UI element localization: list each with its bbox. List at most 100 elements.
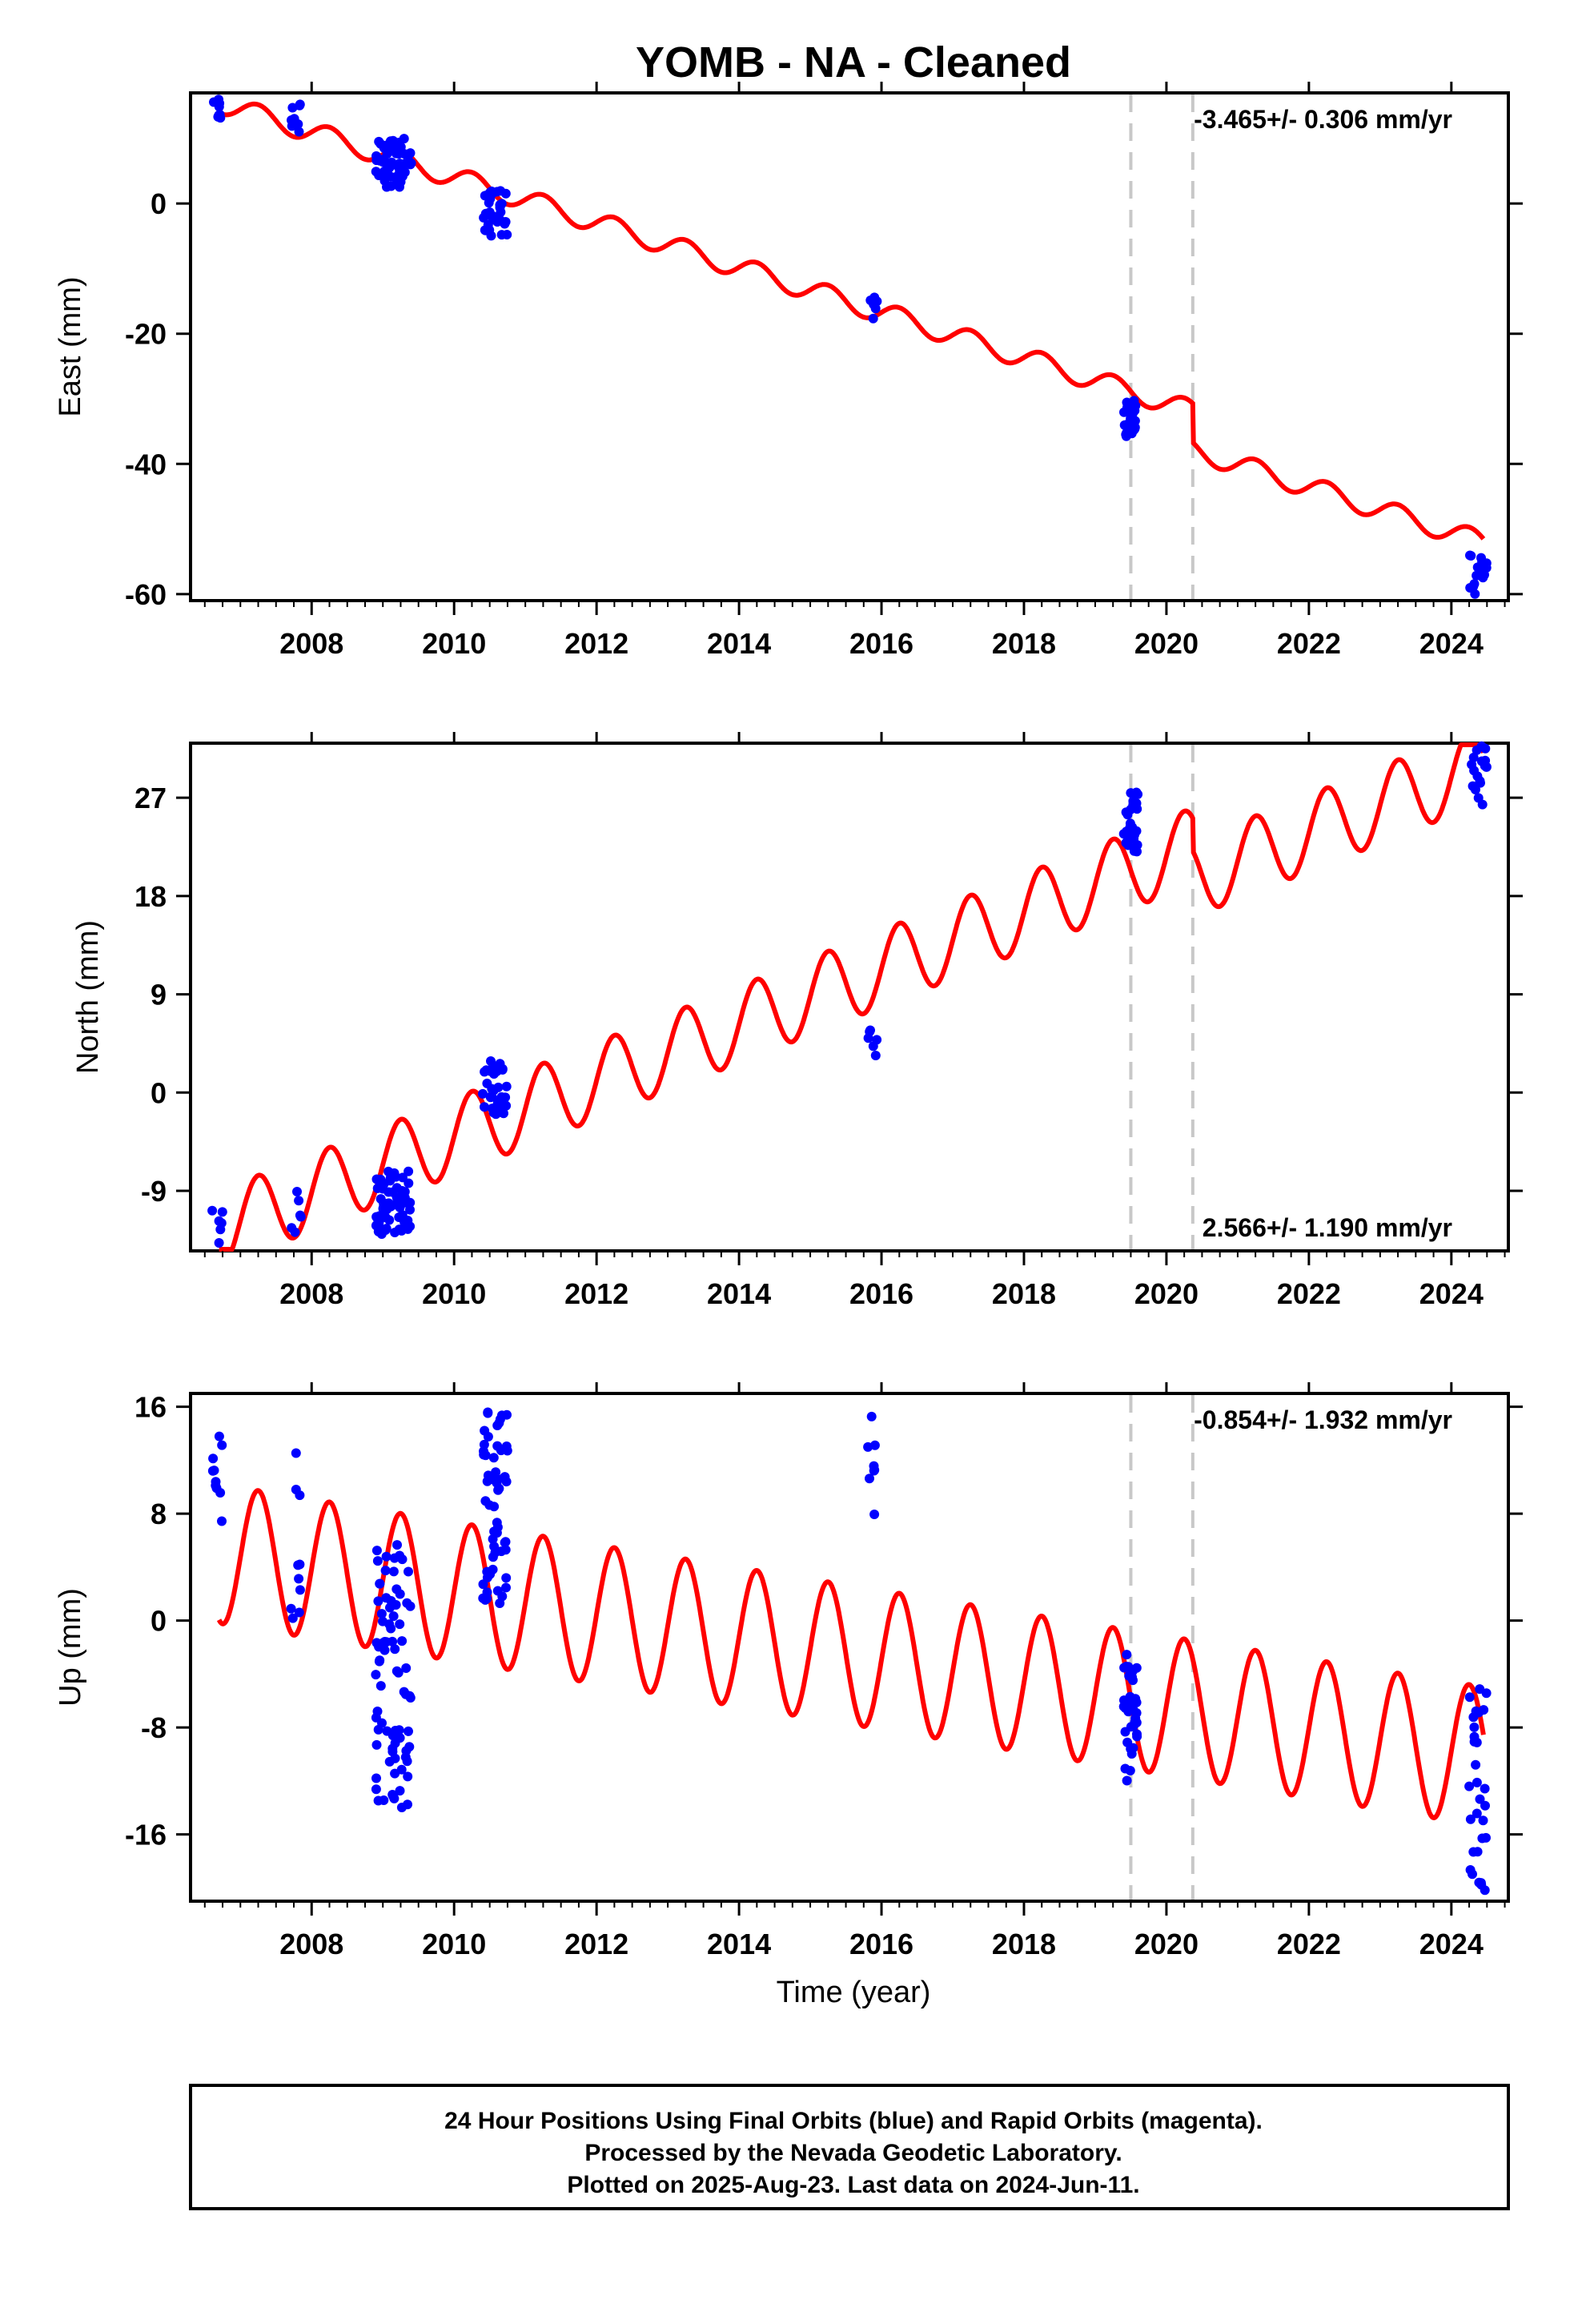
y-tick-label: 0 [151, 1076, 167, 1109]
data-point [398, 1172, 408, 1183]
data-point [495, 203, 505, 213]
data-point [501, 1081, 512, 1092]
data-point [388, 1566, 399, 1577]
data-point [208, 1454, 219, 1464]
data-point [479, 1449, 489, 1460]
y-tick-label: 0 [151, 1605, 167, 1638]
data-point [500, 1538, 510, 1548]
data-point [1128, 1743, 1138, 1753]
data-point [1481, 762, 1492, 772]
x-tick-label: 2010 [422, 1277, 486, 1310]
data-point [1123, 840, 1134, 850]
data-point [1464, 1781, 1475, 1791]
data-point [397, 1186, 408, 1196]
data-point [1471, 1759, 1481, 1770]
data-point [1120, 1763, 1130, 1774]
data-point [397, 1636, 408, 1647]
data-point [1120, 1703, 1130, 1713]
data-point [1122, 1775, 1132, 1786]
data-point [380, 1566, 391, 1576]
x-tick-label: 2024 [1419, 627, 1484, 660]
data-point [389, 142, 400, 152]
data-point [1478, 1815, 1488, 1826]
data-point [501, 1582, 511, 1593]
east-y-axis-label: East (mm) [54, 276, 87, 416]
data-point [1475, 776, 1485, 786]
data-point [492, 1528, 502, 1538]
data-point [395, 1786, 405, 1796]
east-rate-label: -3.465+/- 0.306 mm/yr [1194, 105, 1452, 134]
data-point [489, 1502, 500, 1512]
data-point [1480, 1800, 1490, 1811]
data-point [216, 1218, 227, 1228]
data-point [872, 296, 882, 307]
data-point [295, 1210, 305, 1220]
data-point [1480, 743, 1491, 754]
data-point [379, 1645, 390, 1655]
data-point [395, 1619, 405, 1630]
data-point [215, 1488, 226, 1498]
data-point [404, 1566, 413, 1577]
data-point [872, 1035, 882, 1045]
data-point [493, 1063, 504, 1074]
data-point [387, 1636, 398, 1647]
data-point [1468, 752, 1479, 762]
data-point [1121, 1662, 1131, 1671]
x-tick-label: 2014 [707, 1277, 771, 1310]
x-tick-label: 2014 [707, 1928, 771, 1960]
north-y-axis-label: North (mm) [71, 920, 105, 1074]
data-point [374, 1656, 384, 1667]
x-tick-label: 2016 [849, 627, 913, 660]
data-point [1132, 840, 1142, 850]
data-point [396, 1803, 407, 1812]
data-point [482, 1078, 492, 1088]
x-tick-label: 2016 [849, 1277, 913, 1310]
data-point [493, 1082, 504, 1092]
data-point [485, 187, 495, 198]
data-point [484, 225, 495, 235]
data-point [388, 1611, 399, 1622]
data-point [214, 1238, 224, 1248]
data-point [481, 1065, 492, 1076]
data-point [1472, 1777, 1482, 1787]
data-point [483, 1432, 493, 1441]
data-point [1123, 428, 1134, 439]
footer-line-1: 24 Hour Positions Using Final Orbits (bl… [444, 2108, 1263, 2134]
data-point [1481, 1832, 1491, 1843]
x-tick-label: 2014 [707, 627, 771, 660]
data-point [373, 1795, 383, 1806]
data-point [382, 1726, 392, 1736]
data-point [1477, 557, 1488, 567]
data-point [488, 1453, 499, 1463]
x-tick-label: 2022 [1277, 627, 1341, 660]
data-point [286, 1603, 296, 1614]
y-tick-label: -20 [125, 318, 167, 351]
data-point [294, 1196, 304, 1206]
data-point [293, 1560, 303, 1570]
x-tick-label: 2008 [279, 1277, 343, 1310]
data-point [387, 159, 398, 169]
data-point [391, 171, 401, 182]
data-point [373, 1215, 383, 1225]
data-point [371, 1739, 382, 1750]
y-tick-label: 27 [135, 782, 167, 814]
y-tick-label: -9 [141, 1175, 167, 1208]
data-point [496, 186, 506, 196]
data-point [405, 1693, 416, 1703]
footer-line-3: Plotted on 2025-Aug-23. Last data on 202… [567, 2172, 1139, 2198]
data-point [381, 1593, 391, 1603]
data-point [213, 111, 223, 122]
data-point [381, 1551, 391, 1562]
data-point [396, 1198, 407, 1208]
data-point [390, 1228, 400, 1237]
data-point [1469, 766, 1480, 776]
y-tick-label: -8 [141, 1711, 167, 1744]
data-point [1118, 829, 1129, 839]
data-point [371, 1670, 381, 1680]
y-tick-label: -16 [125, 1819, 167, 1852]
up-y-axis-label: Up (mm) [54, 1588, 87, 1707]
data-point [492, 1108, 501, 1118]
y-tick-label: -40 [125, 448, 167, 480]
data-point [495, 1414, 505, 1425]
data-point [1468, 1869, 1477, 1880]
